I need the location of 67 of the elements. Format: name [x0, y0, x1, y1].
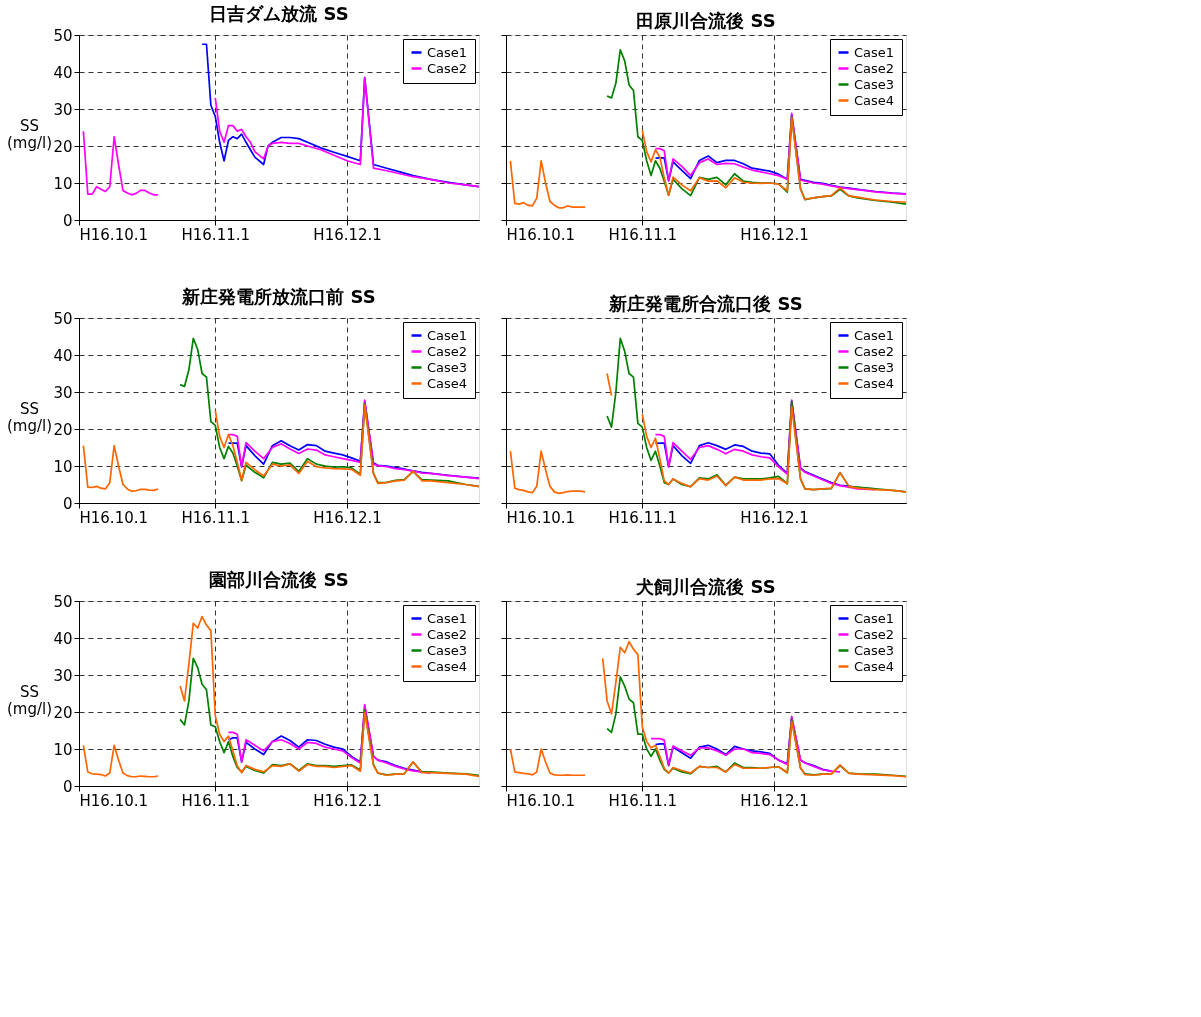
- x-tick-label: H16.10.1: [79, 791, 149, 810]
- y-tick-label: 0: [62, 494, 73, 513]
- legend-label: Case2: [427, 343, 468, 359]
- legend-label: Case1: [427, 610, 468, 626]
- x-tick-label: H16.12.1: [740, 225, 809, 244]
- x-tick-label: H16.12.1: [740, 791, 809, 810]
- legend-label: Case4: [427, 375, 468, 391]
- x-tick-label: H16.11.1: [181, 508, 251, 527]
- legend-label: Case3: [854, 76, 895, 92]
- legend-label: Case1: [854, 44, 895, 60]
- x-tick-label: H16.11.1: [608, 225, 678, 244]
- y-tick-label: 0: [62, 211, 73, 230]
- y-axis-title: SS (mg/l): [6, 116, 53, 152]
- x-tick-label: H16.12.1: [313, 225, 382, 244]
- y-tick-label: 40: [53, 346, 73, 365]
- x-tick-label: H16.10.1: [506, 225, 576, 244]
- legend-label: Case2: [854, 343, 895, 359]
- y-tick-label: 20: [53, 420, 73, 439]
- y-tick-label: 40: [53, 63, 73, 82]
- y-tick-label: 40: [53, 629, 73, 648]
- x-tick-label: H16.11.1: [181, 225, 251, 244]
- legend-label: Case2: [427, 60, 468, 76]
- y-axis-title: SS (mg/l): [6, 682, 53, 718]
- x-tick-label: H16.11.1: [608, 508, 678, 527]
- y-tick-label: 30: [53, 383, 73, 402]
- y-tick-label: 50: [53, 26, 73, 45]
- legend-label: Case3: [427, 359, 468, 375]
- legend-label: Case3: [854, 642, 895, 658]
- y-tick-label: 20: [53, 137, 73, 156]
- x-tick-label: H16.12.1: [313, 508, 382, 527]
- x-tick-label: H16.10.1: [79, 225, 149, 244]
- legend-label: Case1: [854, 327, 895, 343]
- y-tick-label: 30: [53, 666, 73, 685]
- y-tick-label: 50: [53, 592, 73, 611]
- y-tick-label: 50: [53, 309, 73, 328]
- legend-label: Case2: [427, 626, 468, 642]
- y-tick-label: 10: [53, 457, 73, 476]
- legend-label: Case2: [854, 626, 895, 642]
- legend-label: Case4: [427, 658, 468, 674]
- x-tick-label: H16.10.1: [506, 791, 576, 810]
- y-axis-title: SS (mg/l): [6, 399, 53, 435]
- legend-label: Case1: [427, 327, 468, 343]
- x-tick-label: H16.10.1: [79, 508, 149, 527]
- chart-title: 日吉ダム放流 SS: [209, 3, 349, 24]
- x-tick-label: H16.11.1: [608, 791, 678, 810]
- chart-title: 新庄発電所放流口前 SS: [181, 286, 376, 307]
- y-tick-label: 20: [53, 703, 73, 722]
- legend-label: Case3: [854, 359, 895, 375]
- y-tick-label: 30: [53, 100, 73, 119]
- x-tick-label: H16.12.1: [313, 791, 382, 810]
- legend-label: Case1: [427, 44, 468, 60]
- x-tick-label: H16.12.1: [740, 508, 809, 527]
- chart-title: 園部川合流後 SS: [209, 569, 349, 590]
- y-tick-label: 10: [53, 740, 73, 759]
- chart-title: 新庄発電所合流口後 SS: [608, 292, 803, 314]
- legend-label: Case4: [854, 375, 895, 391]
- legend-label: Case3: [427, 642, 468, 658]
- x-tick-label: H16.11.1: [181, 791, 251, 810]
- legend-label: Case4: [854, 658, 895, 674]
- legend-label: Case1: [854, 610, 895, 626]
- legend-label: Case2: [854, 60, 895, 76]
- chart-title: 田原川合流後 SS: [636, 9, 776, 31]
- x-tick-label: H16.10.1: [506, 508, 576, 527]
- legend-label: Case4: [854, 92, 895, 108]
- y-tick-label: 10: [53, 174, 73, 193]
- chart-title: 犬飼川合流後 SS: [635, 575, 776, 597]
- y-tick-label: 0: [62, 777, 73, 796]
